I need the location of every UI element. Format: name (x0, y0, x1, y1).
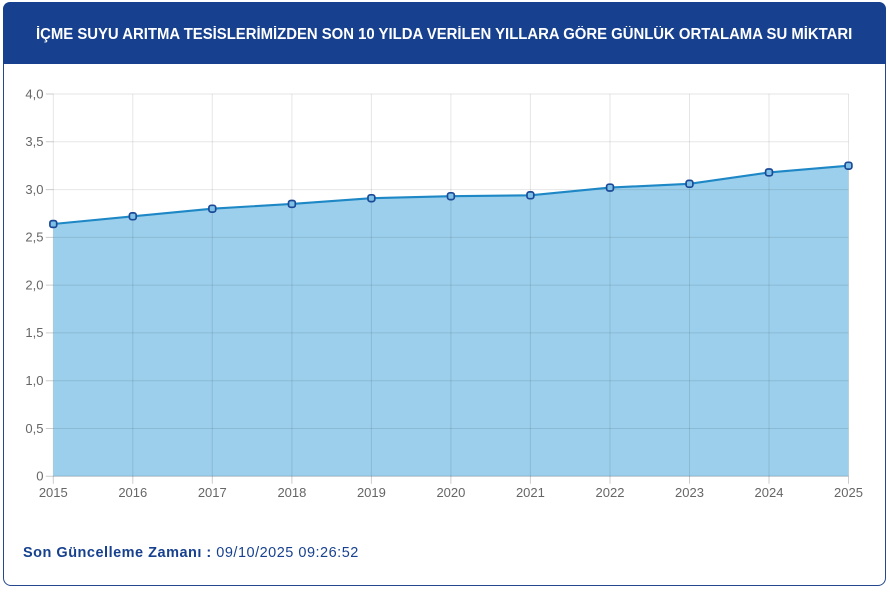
svg-text:2020: 2020 (436, 485, 465, 500)
svg-text:2021: 2021 (516, 485, 545, 500)
svg-text:1,0: 1,0 (25, 373, 43, 388)
svg-text:3,5: 3,5 (25, 134, 43, 149)
svg-text:0: 0 (36, 469, 43, 484)
svg-text:2016: 2016 (118, 485, 147, 500)
svg-text:2025: 2025 (834, 485, 863, 500)
svg-text:0,5: 0,5 (25, 421, 43, 436)
svg-text:2018: 2018 (277, 485, 306, 500)
svg-text:2022: 2022 (596, 485, 625, 500)
svg-text:2,0: 2,0 (25, 277, 43, 292)
svg-text:4,0: 4,0 (25, 86, 43, 101)
svg-text:3,0: 3,0 (25, 182, 43, 197)
svg-text:2,5: 2,5 (25, 230, 43, 245)
svg-text:2024: 2024 (755, 485, 784, 500)
svg-text:2017: 2017 (198, 485, 227, 500)
svg-text:2023: 2023 (675, 485, 704, 500)
svg-text:2015: 2015 (39, 485, 68, 500)
svg-text:1,5: 1,5 (25, 325, 43, 340)
svg-text:2019: 2019 (357, 485, 386, 500)
